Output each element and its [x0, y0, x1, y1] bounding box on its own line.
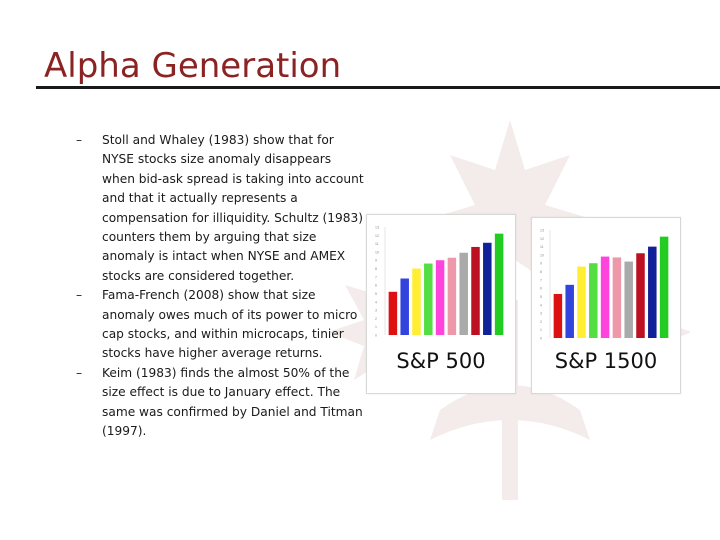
y-tick-label: 11	[375, 242, 379, 246]
bar-5	[600, 256, 610, 338]
bar-1	[388, 291, 398, 335]
bullet-text: Keim (1983) finds the almost 50% of the …	[102, 365, 363, 439]
chart-caption: S&P 500	[396, 349, 486, 373]
y-tick-label: 6	[375, 284, 377, 288]
bar-10	[659, 236, 669, 338]
y-tick-label: 7	[540, 278, 542, 282]
bullet-item: – Stoll and Whaley (1983) show that for …	[76, 131, 366, 286]
bar-3	[412, 268, 421, 335]
bar-8	[636, 253, 645, 338]
bar-10	[494, 233, 504, 335]
y-tick-label: 11	[540, 245, 544, 249]
y-tick-label: 12	[540, 237, 544, 241]
y-tick-label: 8	[375, 267, 377, 271]
chart-sp500: 0 1 2 3 4 5 6 7 8 9 10 11 12 13 S&P 500	[366, 214, 516, 394]
y-tick-label: 12	[375, 234, 379, 238]
y-tick-label: 5	[540, 295, 542, 299]
y-tick-label: 10	[375, 250, 379, 254]
bar-2	[400, 278, 409, 335]
y-tick-label: 0	[540, 337, 542, 341]
bar-6	[612, 257, 622, 338]
bar-4	[589, 263, 598, 338]
chart-caption: S&P 1500	[554, 349, 658, 373]
y-tick-label: 13	[540, 229, 544, 233]
y-tick-label: 6	[540, 287, 542, 291]
bar-9	[648, 246, 657, 338]
y-tick-label: 8	[540, 270, 542, 274]
y-tick-label: 3	[375, 309, 377, 313]
y-tick-label: 2	[540, 320, 542, 324]
y-tick-label: 4	[375, 300, 377, 304]
slide-title: Alpha Generation	[44, 46, 342, 86]
y-tick-label: 1	[540, 328, 542, 332]
title-underline	[36, 86, 720, 89]
bullet-dash: –	[76, 365, 83, 380]
bar-2	[565, 284, 574, 338]
y-tick-label: 2	[375, 317, 377, 321]
bar-7	[459, 252, 468, 335]
y-tick-label: 10	[540, 253, 544, 257]
y-tick-label: 3	[540, 312, 542, 316]
bullet-item: – Fama-French (2008) show that size anom…	[76, 286, 366, 364]
y-tick-label: 13	[375, 226, 379, 230]
bar-4	[424, 263, 433, 335]
y-tick-label: 5	[375, 292, 377, 296]
bar-7	[624, 261, 633, 338]
bar-3	[577, 266, 586, 338]
y-tick-label: 1	[375, 325, 377, 329]
bullet-text: Fama-French (2008) show that size anomal…	[102, 288, 358, 361]
bar-8	[471, 246, 480, 335]
y-tick-label: 4	[540, 303, 542, 307]
bar-1	[553, 293, 563, 338]
bullet-item: – Keim (1983) finds the almost 50% of th…	[76, 364, 366, 442]
bar-9	[483, 242, 492, 335]
bullet-text: Stoll and Whaley (1983) show that for NY…	[102, 133, 364, 283]
y-tick-label: 9	[375, 259, 377, 263]
bullet-dash: –	[76, 133, 83, 147]
y-tick-label: 7	[375, 275, 377, 279]
bar-5	[435, 260, 445, 335]
bullet-list: – Stoll and Whaley (1983) show that for …	[76, 131, 366, 442]
chart-sp1500: 0 1 2 3 4 5 6 7 8 9 10 11 12 13 S&P 1500	[531, 217, 681, 394]
y-tick-label: 9	[540, 262, 542, 266]
bar-6	[447, 257, 457, 335]
y-tick-label: 0	[375, 334, 377, 338]
bullet-dash: –	[76, 288, 83, 303]
